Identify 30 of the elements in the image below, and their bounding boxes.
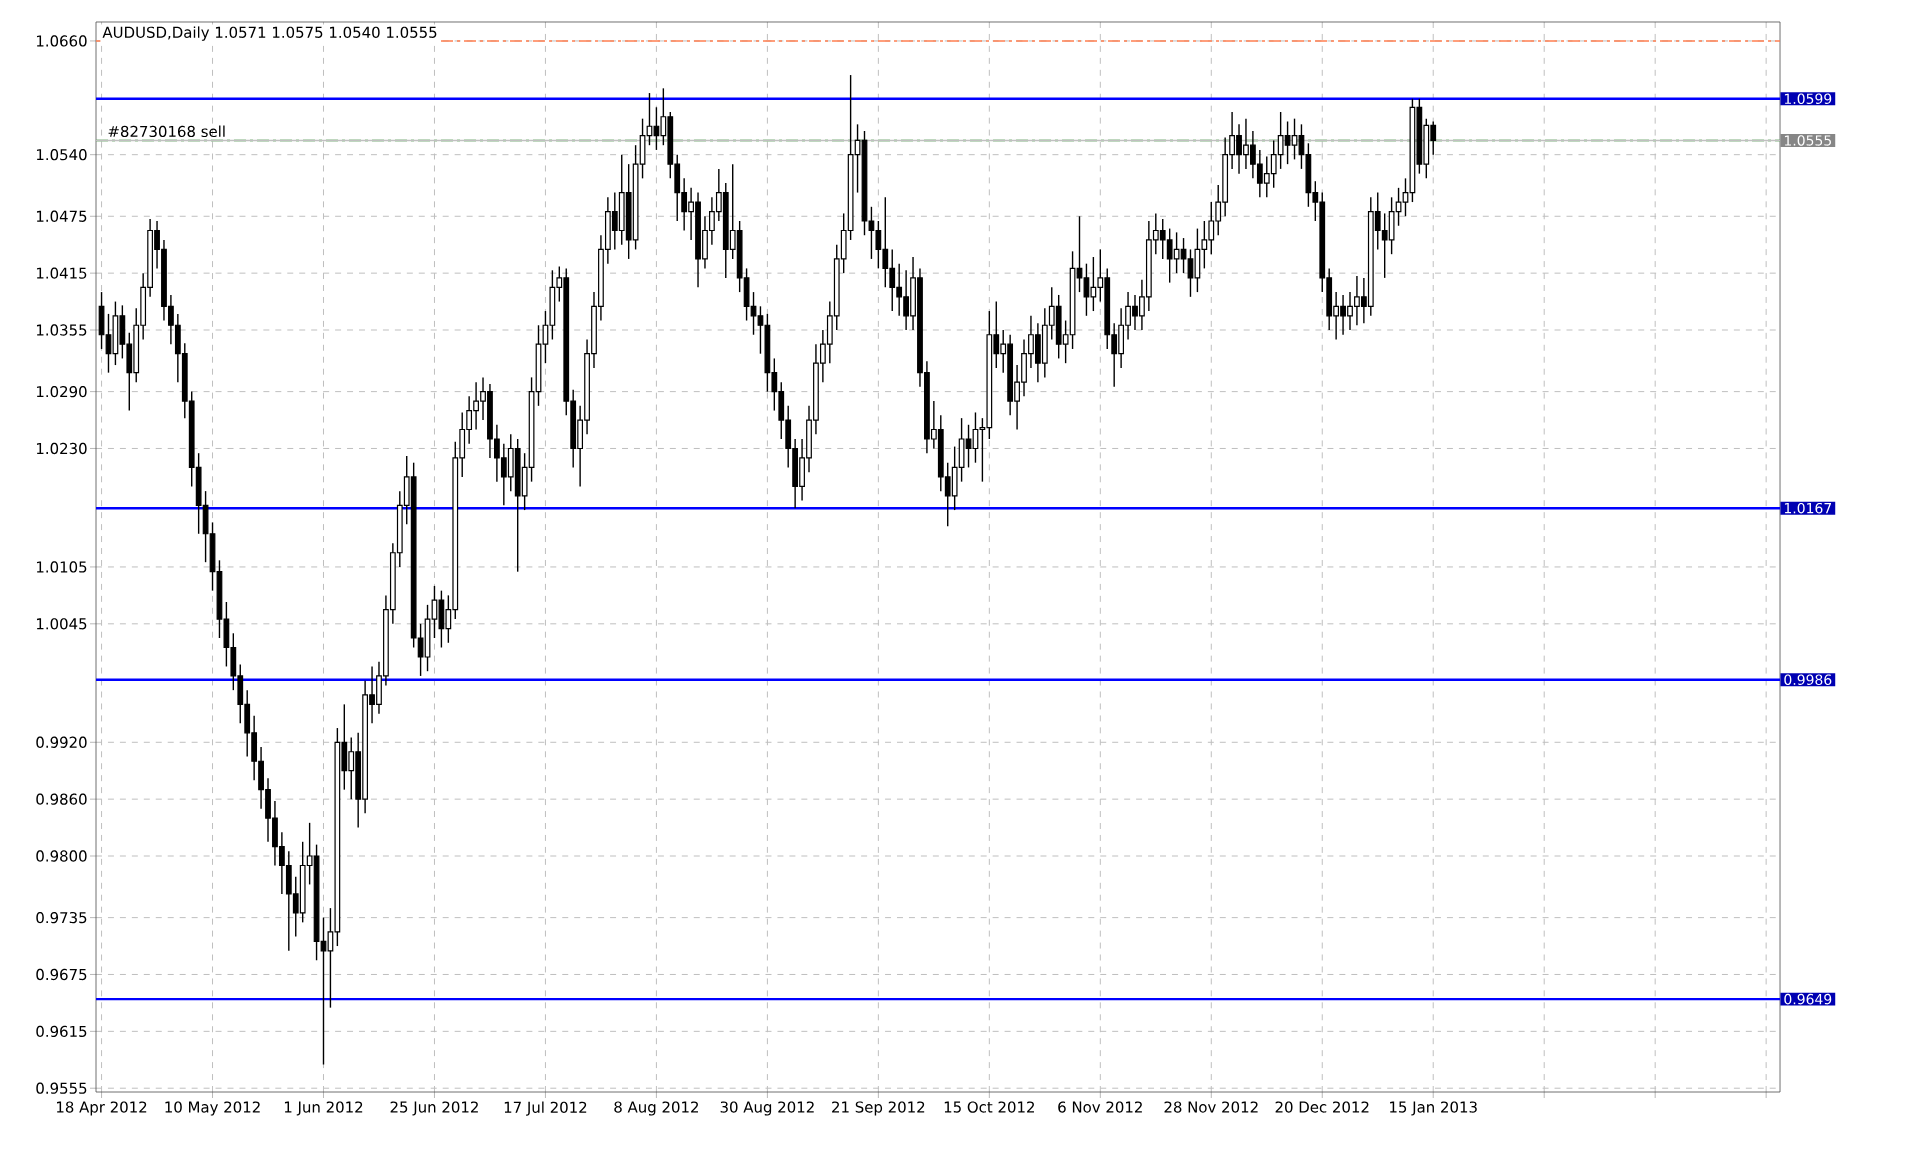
- candlestick: [882, 196, 889, 289]
- candlestick: [1340, 294, 1346, 336]
- candlestick: [1354, 275, 1360, 326]
- candlestick: [1236, 123, 1242, 175]
- candlestick: [1132, 294, 1138, 331]
- candlestick: [653, 106, 660, 151]
- candlestick: [625, 163, 632, 260]
- candlestick: [1035, 322, 1041, 383]
- candlestick: [1284, 120, 1291, 165]
- candlestick: [1055, 294, 1062, 360]
- candlestick: [1090, 256, 1097, 312]
- candlestick: [1243, 117, 1249, 170]
- candlestick: [1388, 196, 1395, 255]
- candlestick: [764, 313, 771, 393]
- candlestick: [965, 424, 972, 469]
- candlestick: [438, 589, 445, 649]
- candlestick: [1381, 212, 1388, 279]
- candlestick: [1180, 237, 1187, 274]
- candlestick: [1173, 231, 1180, 274]
- candlestick: [611, 191, 618, 251]
- candlestick: [1291, 117, 1298, 161]
- candlestick: [1277, 111, 1284, 170]
- candlestick: [1194, 227, 1201, 293]
- candlestick: [618, 153, 625, 246]
- candlestick: [514, 438, 521, 573]
- candlestick: [1166, 227, 1173, 284]
- candlestick: [112, 300, 119, 366]
- candlestick: [348, 736, 355, 800]
- candlestick: [903, 269, 909, 331]
- candlestick: [1187, 248, 1194, 298]
